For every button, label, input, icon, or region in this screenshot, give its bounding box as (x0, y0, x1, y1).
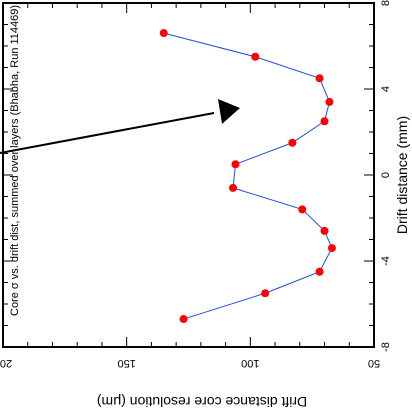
x-axis-ticks (3, 2, 374, 348)
data-point (231, 160, 240, 169)
y-axis-title: Drift distance core resolution (μm) (97, 394, 307, 410)
data-point (179, 315, 188, 324)
y-axis-ticks (2, 3, 375, 347)
series-polyline (163, 32, 333, 320)
x-tick-label: 4 (380, 86, 392, 92)
annotation-arrow (0, 99, 240, 154)
series-line (163, 32, 333, 320)
x-tick-label: 8 (380, 0, 392, 6)
data-point (320, 117, 329, 126)
y-tick-label: 100 (241, 357, 259, 369)
data-point (320, 226, 329, 235)
chart-title: Core σ vs. drift dist, summed over layer… (9, 5, 21, 316)
series-points (159, 29, 336, 324)
data-point (298, 205, 307, 214)
annotation-arrow-head (218, 99, 240, 124)
data-point (327, 244, 336, 253)
y-tick-labels: 200 150 100 50 (0, 357, 380, 369)
data-point (325, 97, 334, 106)
data-point (261, 289, 270, 298)
x-tick-label: -8 (380, 342, 392, 352)
data-point (315, 74, 324, 83)
data-point (315, 267, 324, 276)
x-tick-label: -4 (380, 256, 392, 266)
x-tick-labels: -8 -4 0 4 8 (380, 0, 392, 352)
x-axis-title: Drift distance (mm) (394, 116, 410, 234)
data-point (288, 138, 297, 147)
annotation-arrow-shaft (0, 112, 215, 154)
data-point (251, 52, 260, 61)
y-tick-label: 150 (117, 357, 135, 369)
data-point (229, 183, 238, 192)
plot-frame (2, 2, 375, 348)
y-tick-label: 50 (368, 357, 380, 369)
x-tick-label: 0 (380, 172, 392, 178)
data-point (159, 29, 168, 38)
plot-border (2, 2, 375, 348)
y-tick-label: 200 (0, 357, 12, 369)
